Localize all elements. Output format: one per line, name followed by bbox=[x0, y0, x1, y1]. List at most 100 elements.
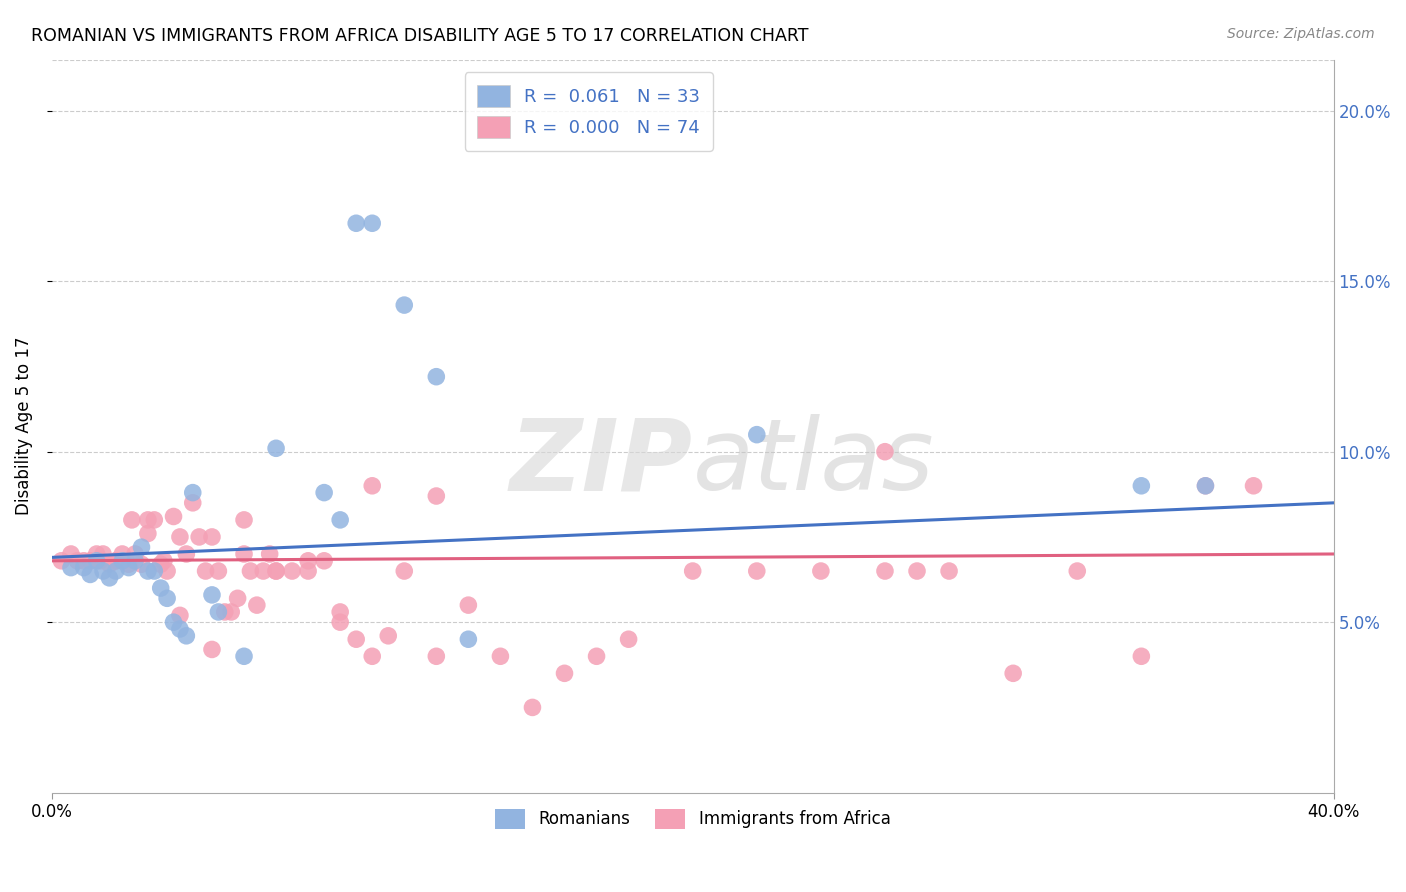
Point bbox=[585, 649, 607, 664]
Point bbox=[181, 496, 204, 510]
Point bbox=[51, 554, 73, 568]
Point bbox=[745, 564, 768, 578]
Point bbox=[522, 700, 544, 714]
Point bbox=[297, 554, 319, 568]
Point bbox=[1130, 479, 1153, 493]
Point bbox=[86, 547, 108, 561]
Point bbox=[86, 554, 108, 568]
Text: ZIP: ZIP bbox=[510, 414, 693, 511]
Point bbox=[73, 560, 96, 574]
Point bbox=[344, 216, 367, 230]
Point bbox=[188, 530, 211, 544]
Point bbox=[905, 564, 928, 578]
Point bbox=[156, 564, 179, 578]
Point bbox=[344, 632, 367, 647]
Text: ROMANIAN VS IMMIGRANTS FROM AFRICA DISABILITY AGE 5 TO 17 CORRELATION CHART: ROMANIAN VS IMMIGRANTS FROM AFRICA DISAB… bbox=[31, 27, 808, 45]
Point bbox=[98, 558, 121, 572]
Point bbox=[66, 554, 89, 568]
Point bbox=[214, 605, 236, 619]
Point bbox=[1002, 666, 1025, 681]
Point bbox=[136, 526, 159, 541]
Point bbox=[361, 479, 384, 493]
Point bbox=[425, 489, 447, 503]
Point bbox=[938, 564, 960, 578]
Point bbox=[1243, 479, 1265, 493]
Point bbox=[1194, 479, 1216, 493]
Point bbox=[233, 547, 256, 561]
Point bbox=[1194, 479, 1216, 493]
Point bbox=[201, 642, 224, 657]
Point bbox=[377, 629, 399, 643]
Point bbox=[873, 444, 896, 458]
Point bbox=[169, 622, 191, 636]
Point bbox=[226, 591, 249, 606]
Point bbox=[176, 629, 198, 643]
Point bbox=[394, 298, 416, 312]
Point bbox=[207, 564, 229, 578]
Point bbox=[264, 564, 287, 578]
Point bbox=[111, 547, 134, 561]
Point bbox=[149, 558, 172, 572]
Point bbox=[111, 554, 134, 568]
Point bbox=[104, 554, 127, 568]
Point bbox=[143, 513, 166, 527]
Point bbox=[124, 547, 146, 561]
Y-axis label: Disability Age 5 to 17: Disability Age 5 to 17 bbox=[15, 337, 32, 516]
Point bbox=[239, 564, 262, 578]
Point bbox=[489, 649, 512, 664]
Point bbox=[136, 513, 159, 527]
Point bbox=[329, 615, 352, 630]
Point bbox=[264, 442, 287, 456]
Point bbox=[201, 588, 224, 602]
Point bbox=[207, 605, 229, 619]
Point bbox=[79, 567, 101, 582]
Point bbox=[104, 554, 127, 568]
Point bbox=[91, 564, 114, 578]
Point bbox=[153, 554, 176, 568]
Point bbox=[201, 530, 224, 544]
Point bbox=[297, 564, 319, 578]
Point bbox=[259, 547, 281, 561]
Point bbox=[252, 564, 274, 578]
Legend: Romanians, Immigrants from Africa: Romanians, Immigrants from Africa bbox=[488, 802, 897, 836]
Point bbox=[104, 564, 127, 578]
Point bbox=[1066, 564, 1088, 578]
Point bbox=[79, 554, 101, 568]
Point bbox=[553, 666, 575, 681]
Point bbox=[98, 571, 121, 585]
Point bbox=[682, 564, 704, 578]
Point bbox=[264, 564, 287, 578]
Point bbox=[73, 554, 96, 568]
Point bbox=[314, 485, 336, 500]
Point bbox=[176, 547, 198, 561]
Point bbox=[873, 564, 896, 578]
Point bbox=[394, 564, 416, 578]
Point bbox=[425, 369, 447, 384]
Point bbox=[149, 581, 172, 595]
Point bbox=[59, 560, 82, 574]
Text: atlas: atlas bbox=[693, 414, 935, 511]
Point bbox=[361, 216, 384, 230]
Point bbox=[194, 564, 217, 578]
Point bbox=[91, 547, 114, 561]
Point bbox=[233, 649, 256, 664]
Point bbox=[131, 540, 153, 554]
Point bbox=[745, 427, 768, 442]
Point bbox=[246, 598, 269, 612]
Point bbox=[314, 554, 336, 568]
Point bbox=[361, 649, 384, 664]
Point bbox=[169, 530, 191, 544]
Point bbox=[219, 605, 242, 619]
Point bbox=[136, 564, 159, 578]
Point bbox=[457, 598, 479, 612]
Point bbox=[425, 649, 447, 664]
Point bbox=[169, 608, 191, 623]
Point bbox=[131, 558, 153, 572]
Point bbox=[59, 547, 82, 561]
Point bbox=[156, 591, 179, 606]
Point bbox=[457, 632, 479, 647]
Point bbox=[89, 554, 111, 568]
Point bbox=[810, 564, 832, 578]
Point bbox=[118, 558, 141, 572]
Point bbox=[329, 513, 352, 527]
